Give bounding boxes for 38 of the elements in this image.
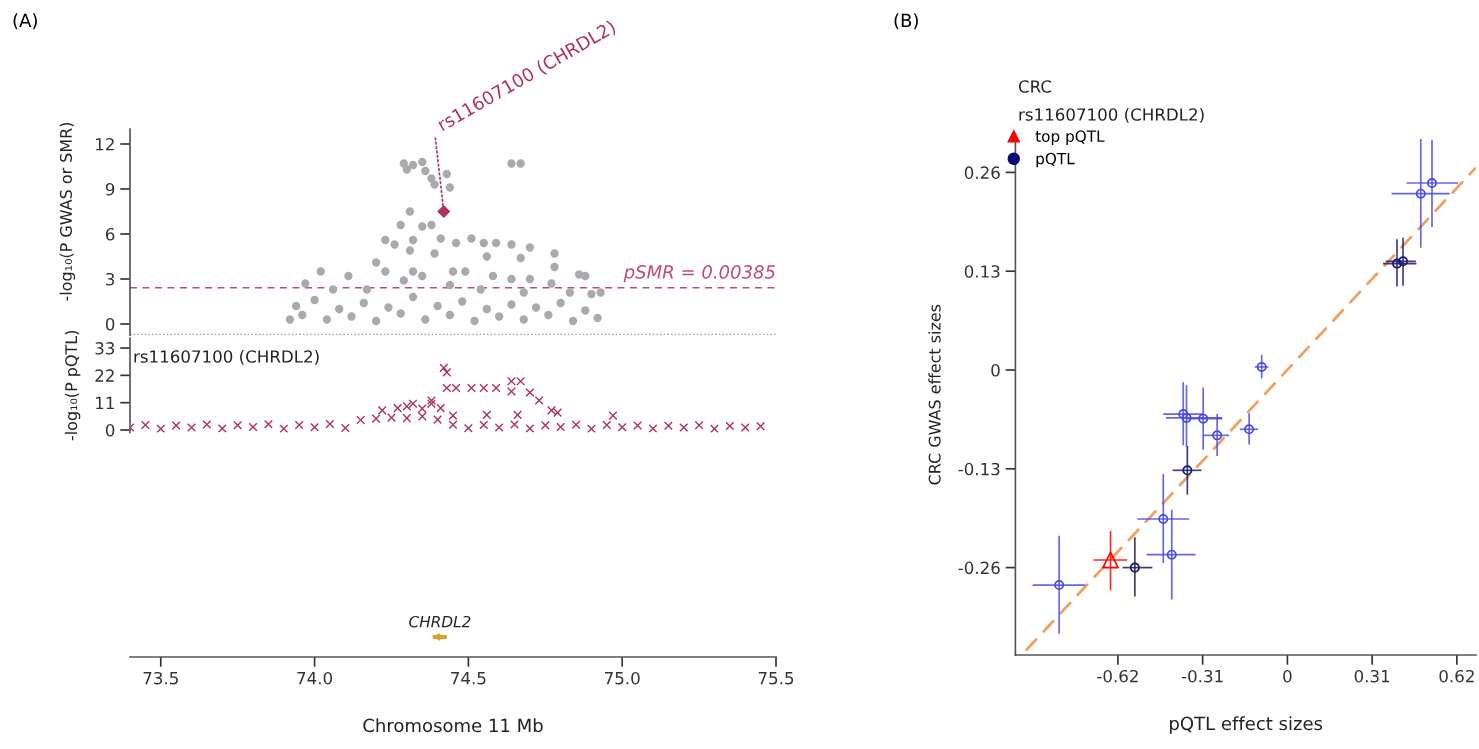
chart-title: CRC — [1018, 80, 1052, 93]
x-axis-title: pQTL effect sizes — [1170, 716, 1323, 734]
data-label: CHRDL2 — [409, 615, 471, 628]
y-tick-label: 0.13 — [964, 265, 1000, 278]
y-tick-label: 0.26 — [964, 166, 1000, 179]
x-tick-label: 74.5 — [451, 672, 486, 685]
y-tick-label: 0 — [105, 317, 115, 331]
y-tick-label: 11 — [96, 396, 114, 410]
chart-subtitle: rs11607100 (CHRDL2) — [1019, 107, 1204, 123]
x-tick-label: 73.5 — [143, 671, 178, 685]
x-tick-label: 0.31 — [1354, 669, 1390, 683]
x-axis-title: Chromosome 11 Mb — [363, 718, 543, 733]
y-axis-title: -log₁₀(P GWAS or SMR) — [59, 122, 76, 301]
y-tick-label: -0.13 — [958, 462, 1000, 476]
y-tick-label: 33 — [95, 342, 115, 355]
x-tick-label: -0.62 — [1097, 669, 1138, 683]
y-tick-label: 6 — [105, 227, 115, 241]
text: (A) — [13, 13, 37, 30]
y-tick-label: 9 — [105, 182, 115, 196]
y-tick-label: 3 — [106, 272, 115, 286]
annotation: pSMR = 0.00385 — [623, 265, 775, 283]
legend-label: top pQTL — [1035, 130, 1105, 145]
y-axis-title: CRC GWAS effect sizes — [928, 304, 941, 485]
x-tick-label: 0 — [1283, 669, 1292, 683]
x-tick-label: 75.5 — [758, 672, 794, 685]
y-tick-label: 12 — [96, 137, 114, 151]
legend-label: pQTL — [1036, 152, 1075, 168]
x-tick-label: 0.62 — [1439, 669, 1474, 683]
y-tick-label: 22 — [95, 369, 114, 382]
y-tick-label: 0 — [991, 363, 1000, 377]
y-axis-title: -log₁₀(P pQTL) — [64, 330, 81, 441]
y-tick-label: 0 — [105, 423, 115, 437]
x-tick-label: 75.0 — [605, 671, 640, 685]
x-tick-label: -0.31 — [1181, 669, 1223, 683]
x-tick-label: 74.0 — [297, 671, 333, 685]
y-tick-label: -0.26 — [958, 561, 1000, 575]
text: rs11607100 (CHRDL2) — [134, 349, 319, 365]
text: (B) — [894, 13, 918, 30]
